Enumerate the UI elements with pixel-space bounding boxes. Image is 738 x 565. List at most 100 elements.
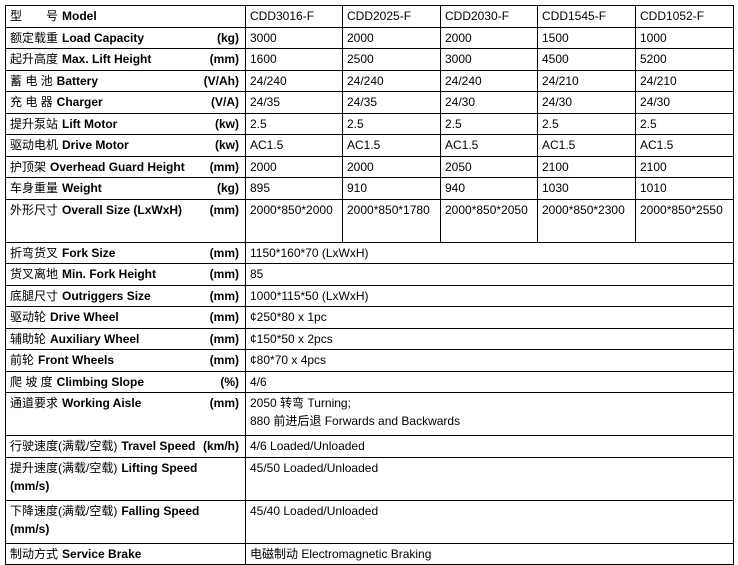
value: AC1.5	[250, 138, 284, 152]
value: CDD2030-F	[445, 9, 510, 23]
label-en: Outriggers Size	[62, 288, 151, 303]
label-en: Service Brake	[62, 546, 142, 561]
table-row: 通道要求 Working Aisle (mm) 2050 转弯 Turning; 880…	[5, 392, 734, 436]
label-cn: 制动方式	[10, 546, 59, 561]
value: 3000	[445, 52, 472, 66]
value: 940	[445, 181, 466, 195]
value: AC1.5	[445, 138, 479, 152]
value: 24/240	[347, 73, 384, 88]
label-cn: 底腿尺寸	[10, 288, 59, 303]
unit: (mm)	[209, 52, 239, 66]
value-cell: 2000	[342, 26, 441, 49]
row-label: 额定载重 Load Capacity (kg)	[5, 26, 246, 49]
value: 2000*850*1780	[347, 202, 430, 217]
label-cn: 外形尺寸	[10, 202, 59, 217]
value-cell: AC1.5	[635, 134, 734, 157]
value: 2000	[347, 159, 374, 174]
unit: (kg)	[217, 30, 239, 45]
value: 2000	[347, 30, 374, 45]
value: AC1.5	[542, 138, 576, 152]
table-row: 起升高度 Max. Lift Height (mm) 1600 2500 3000 4500…	[5, 48, 734, 71]
label-cn: 辅助轮	[10, 331, 47, 346]
row-label: 制动方式 Service Brake	[5, 542, 246, 565]
label-en: Drive Motor	[62, 138, 129, 152]
table-row: 驱动电机 Drive Motor (kw) AC1.5 AC1.5 AC1.5 AC1.5 A…	[5, 134, 734, 157]
value-cell: 45/40 Loaded/Unloaded	[245, 499, 734, 544]
row-label: 蓄 电 池 Battery (V/Ah)	[5, 69, 246, 92]
row-label: 充 电 器 Charger (V/A)	[5, 91, 246, 114]
value: 2050	[445, 159, 472, 174]
label-en: Load Capacity	[62, 30, 145, 45]
value-cell: CDD2025-F	[342, 5, 441, 28]
value: 24/30	[445, 95, 476, 109]
value-cell: 2000*850*2550	[635, 198, 734, 243]
value-cell: 2050 转弯 Turning; 880 前进后退 Forwards and Ba…	[245, 392, 734, 436]
label-cn: 通道要求	[10, 396, 59, 410]
row-label: 型 号 Model	[5, 5, 246, 28]
label-cn: 驱动电机	[10, 138, 59, 152]
label-cn: 车身重量	[10, 181, 59, 195]
value-line: 2050 转弯 Turning;	[250, 396, 351, 410]
row-label: 起升高度 Max. Lift Height (mm)	[5, 48, 246, 71]
value-line: 1150*160*70 (LxWxH)	[250, 245, 369, 260]
unit: (kw)	[215, 138, 239, 152]
value-cell: 45/50 Loaded/Unloaded	[245, 456, 734, 501]
value: 2000	[250, 159, 277, 174]
value-cell: 2000*850*2000	[245, 198, 343, 243]
value-cell: AC1.5	[245, 134, 343, 157]
value: CDD2025-F	[347, 9, 412, 23]
value-line: ¢80*70 x 4pcs	[250, 353, 327, 367]
value: CDD1545-F	[542, 9, 607, 23]
value-cell: CDD1545-F	[537, 5, 636, 28]
label-en: Min. Fork Height	[62, 267, 157, 281]
value-cell: 4/6	[245, 370, 734, 393]
table-row: 货叉离地 Min. Fork Height (mm) 85	[5, 263, 734, 286]
label-en: Travel Speed	[121, 439, 196, 453]
value-cell: 2100	[635, 155, 734, 178]
value: 2000*850*2300	[542, 202, 625, 217]
value: 4500	[542, 52, 569, 66]
label-cn: 下降速度(满载/空载)	[10, 503, 118, 518]
label-cn: 充 电 器	[10, 95, 53, 109]
value-cell: 24/35	[245, 91, 343, 114]
value-line: 45/40 Loaded/Unloaded	[250, 503, 379, 518]
label-en: Overall Size (LxWxH)	[62, 202, 183, 217]
unit: (mm)	[209, 202, 239, 217]
value-cell: CDD1052-F	[635, 5, 734, 28]
value-cell: 940	[440, 177, 538, 200]
row-label: 行驶速度(满载/空载) Travel Speed (km/h)	[5, 435, 246, 458]
value-cell: 895	[245, 177, 343, 200]
value: 2100	[640, 159, 667, 174]
value: 2500	[347, 52, 374, 66]
row-label: 驱动电机 Drive Motor (kw)	[5, 134, 246, 157]
label-cn: 护顶架	[10, 159, 47, 174]
value: 2100	[542, 159, 569, 174]
row-label: 前轮 Front Wheels (mm)	[5, 349, 246, 372]
label-en: Drive Wheel	[50, 310, 119, 324]
label-cn: 折弯货叉	[10, 245, 59, 260]
row-label: 通道要求 Working Aisle (mm)	[5, 392, 246, 436]
value: 24/35	[250, 95, 281, 109]
value-cell: 910	[342, 177, 441, 200]
value: 2000	[445, 30, 472, 45]
value-cell: 3000	[245, 26, 343, 49]
spec-table: 型 号 Model CDD3016-F CDD2025-F CDD2030-F CDD15…	[5, 5, 734, 565]
value: 2000*850*2050	[445, 202, 528, 217]
table-row: 型 号 Model CDD3016-F CDD2025-F CDD2030-F CDD15…	[5, 5, 734, 28]
table-row: 下降速度(满载/空载) Falling Speed (mm/s) 45/40 Load…	[5, 499, 734, 544]
unit: (kw)	[215, 116, 239, 131]
table-row: 提升速度(满载/空载) Lifting Speed (mm/s) 45/50 Load…	[5, 456, 734, 501]
table-row: 爬 坡 度 Climbing Slope (%) 4/6	[5, 370, 734, 393]
value-cell: 电磁制动 Electromagnetic Braking	[245, 542, 734, 565]
row-label: 底腿尺寸 Outriggers Size (mm)	[5, 284, 246, 307]
unit: (mm)	[209, 396, 239, 410]
row-label: 爬 坡 度 Climbing Slope (%)	[5, 370, 246, 393]
label-en: Working Aisle	[62, 396, 142, 410]
value-cell: 2000	[440, 26, 538, 49]
value-cell: AC1.5	[537, 134, 636, 157]
row-label: 提升泵站 Lift Motor (kw)	[5, 112, 246, 135]
value: 2000*850*2550	[640, 202, 723, 217]
value-cell: 4500	[537, 48, 636, 71]
value-cell: 24/30	[537, 91, 636, 114]
label-en: Climbing Slope	[56, 374, 145, 389]
